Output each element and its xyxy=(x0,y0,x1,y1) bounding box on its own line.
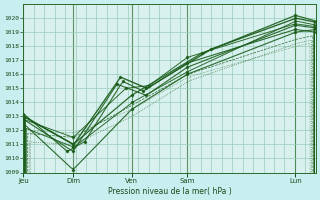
X-axis label: Pression niveau de la mer( hPa ): Pression niveau de la mer( hPa ) xyxy=(108,187,231,196)
